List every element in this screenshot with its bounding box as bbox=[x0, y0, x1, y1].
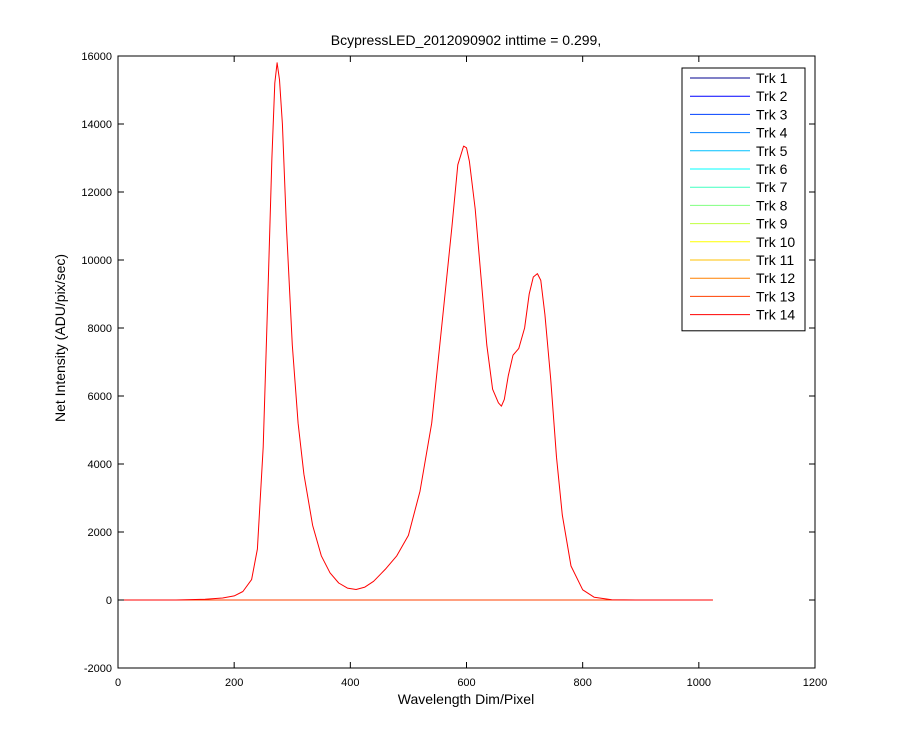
plot-area bbox=[118, 62, 713, 601]
x-tick-label: 800 bbox=[573, 677, 591, 689]
legend-entry: Trk 3 bbox=[756, 106, 788, 122]
y-tick-label: 14000 bbox=[81, 119, 112, 131]
legend-box bbox=[681, 67, 806, 332]
x-axis-label: Wavelength Dim/Pixel bbox=[398, 691, 534, 707]
y-tick-label: 0 bbox=[106, 595, 112, 607]
legend: Trk 1 Trk 2 Trk 3 Trk 4 Trk 5 Trk 6 Trk 7 Trk 8… bbox=[681, 67, 806, 332]
legend-entry: Trk 11 bbox=[756, 252, 794, 268]
legend-entry: Trk 2 bbox=[756, 88, 788, 104]
series-line-trk-14 bbox=[118, 62, 713, 601]
y-axis: -2000 0 2000 4000 6000 8000 10000 12000 14000 160… bbox=[81, 51, 815, 675]
y-tick-label: 8000 bbox=[88, 323, 112, 335]
y-axis-label: Net Intensity (ADU/pix/sec) bbox=[52, 254, 68, 422]
x-tick-label: 1000 bbox=[687, 677, 711, 689]
chart-title: BcypressLED_2012090902 inttime = 0.299, bbox=[331, 32, 601, 48]
y-tick-label: 6000 bbox=[88, 391, 112, 403]
legend-entry: Trk 5 bbox=[756, 143, 788, 159]
legend-entry: Trk 14 bbox=[756, 307, 795, 323]
legend-entry: Trk 4 bbox=[756, 125, 788, 141]
legend-entry: Trk 1 bbox=[756, 70, 788, 86]
x-tick-label: 0 bbox=[115, 677, 121, 689]
legend-entry: Trk 8 bbox=[756, 197, 788, 213]
y-tick-label: 2000 bbox=[88, 527, 112, 539]
y-tick-label: 4000 bbox=[88, 459, 112, 471]
x-tick-label: 1200 bbox=[803, 677, 827, 689]
legend-entry: Trk 13 bbox=[756, 288, 795, 304]
legend-entry: Trk 6 bbox=[756, 161, 788, 177]
x-axis: 0 200 400 600 800 1000 1200 bbox=[115, 56, 827, 689]
y-tick-label: -2000 bbox=[84, 663, 112, 675]
legend-entry: Trk 7 bbox=[756, 179, 788, 195]
y-tick-label: 12000 bbox=[81, 187, 112, 199]
y-tick-label: 10000 bbox=[81, 255, 112, 267]
x-tick-label: 600 bbox=[457, 677, 475, 689]
x-tick-label: 400 bbox=[341, 677, 359, 689]
y-tick-label: 16000 bbox=[81, 51, 112, 63]
legend-entry: Trk 9 bbox=[756, 216, 788, 232]
x-tick-label: 200 bbox=[225, 677, 243, 689]
legend-entry: Trk 12 bbox=[756, 270, 795, 286]
legend-entry: Trk 10 bbox=[756, 234, 795, 250]
